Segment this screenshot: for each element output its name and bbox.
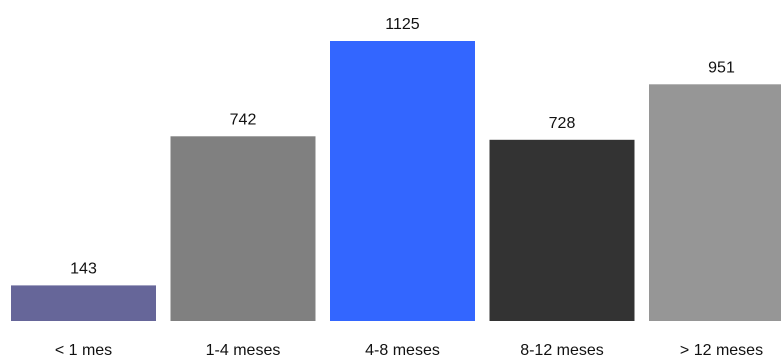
value-labels-group: 143 742 1125 728 951 [70, 16, 735, 277]
x-tick-label: < 1 mes [55, 342, 112, 358]
x-tick-label: > 12 meses [680, 342, 763, 358]
x-tick-label: 4-8 meses [365, 342, 440, 358]
bars-group [11, 41, 781, 321]
bar-value-label: 742 [230, 111, 257, 128]
bar-3 [330, 41, 475, 321]
bar-4 [489, 139, 635, 321]
bar-value-label: 951 [708, 59, 735, 76]
x-axis-tick-labels: < 1 mes 1-4 meses 4-8 meses 8-12 meses > 12 … [55, 342, 763, 358]
bar-value-label: 728 [549, 115, 576, 132]
x-tick-label: 8-12 meses [520, 342, 604, 358]
bar-2 [170, 136, 316, 321]
bar-5 [649, 84, 781, 321]
x-tick-label: 1-4 meses [206, 342, 281, 358]
bar-1 [11, 285, 156, 321]
bar-value-label: 1125 [385, 16, 420, 33]
bar-value-label: 143 [70, 260, 97, 277]
